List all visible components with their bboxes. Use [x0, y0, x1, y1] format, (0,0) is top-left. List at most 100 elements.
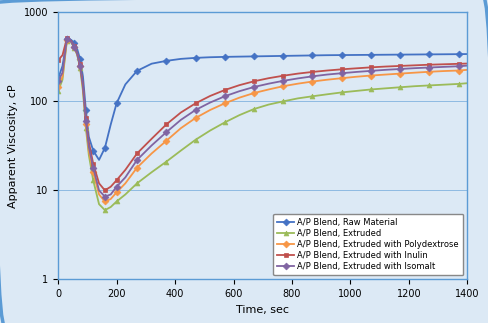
A/P Blend, Extruded with Polydextrose	[108, 197, 114, 201]
A/P Blend, Extruded with Polydextrose	[114, 191, 120, 194]
A/P Blend, Extruded with Inulin	[83, 116, 89, 120]
Line: A/P Blend, Extruded: A/P Blend, Extruded	[56, 38, 470, 213]
A/P Blend, Extruded with Isomalt	[178, 118, 184, 122]
A/P Blend, Extruded with Inulin	[280, 74, 286, 78]
A/P Blend, Raw Material	[441, 52, 447, 56]
A/P Blend, Extruded	[280, 99, 286, 103]
A/P Blend, Extruded with Isomalt	[427, 66, 432, 69]
A/P Blend, Extruded	[353, 89, 359, 93]
A/P Blend, Extruded with Inulin	[77, 62, 83, 66]
A/P Blend, Extruded with Isomalt	[134, 158, 140, 162]
A/P Blend, Extruded	[71, 46, 77, 50]
A/P Blend, Extruded with Isomalt	[383, 68, 388, 72]
A/P Blend, Extruded	[207, 129, 213, 132]
A/P Blend, Extruded with Polydextrose	[71, 45, 77, 49]
Legend: A/P Blend, Raw Material, A/P Blend, Extruded, A/P Blend, Extruded with Polydextr: A/P Blend, Raw Material, A/P Blend, Extr…	[273, 214, 463, 275]
A/P Blend, Extruded with Inulin	[68, 39, 74, 43]
Line: A/P Blend, Extruded with Inulin: A/P Blend, Extruded with Inulin	[56, 36, 470, 193]
A/P Blend, Extruded with Inulin	[309, 70, 315, 74]
A/P Blend, Extruded with Isomalt	[353, 70, 359, 74]
A/P Blend, Extruded with Inulin	[456, 62, 462, 66]
A/P Blend, Raw Material	[427, 52, 432, 56]
A/P Blend, Extruded with Polydextrose	[77, 64, 83, 68]
A/P Blend, Extruded with Polydextrose	[456, 68, 462, 72]
A/P Blend, Extruded	[55, 89, 61, 93]
A/P Blend, Extruded with Isomalt	[280, 79, 286, 83]
A/P Blend, Extruded with Inulin	[353, 67, 359, 70]
A/P Blend, Extruded with Polydextrose	[368, 74, 374, 78]
A/P Blend, Raw Material	[193, 56, 199, 60]
A/P Blend, Raw Material	[149, 62, 155, 66]
A/P Blend, Extruded with Inulin	[86, 140, 92, 144]
A/P Blend, Raw Material	[178, 57, 184, 61]
A/P Blend, Extruded	[178, 149, 184, 152]
A/P Blend, Extruded with Polydextrose	[441, 69, 447, 73]
A/P Blend, Raw Material	[339, 53, 345, 57]
A/P Blend, Extruded with Polydextrose	[83, 122, 89, 126]
A/P Blend, Extruded with Inulin	[102, 188, 108, 192]
A/P Blend, Extruded with Isomalt	[163, 130, 169, 134]
A/P Blend, Extruded with Isomalt	[368, 69, 374, 73]
A/P Blend, Raw Material	[96, 158, 102, 162]
A/P Blend, Extruded	[83, 126, 89, 130]
A/P Blend, Raw Material	[74, 47, 80, 51]
A/P Blend, Extruded with Isomalt	[114, 185, 120, 189]
A/P Blend, Extruded with Isomalt	[102, 195, 108, 199]
A/P Blend, Raw Material	[295, 54, 301, 57]
A/P Blend, Extruded	[90, 178, 96, 182]
A/P Blend, Extruded with Inulin	[397, 64, 403, 68]
A/P Blend, Extruded with Polydextrose	[68, 40, 74, 44]
A/P Blend, Extruded with Inulin	[441, 62, 447, 66]
A/P Blend, Extruded with Inulin	[251, 79, 257, 83]
A/P Blend, Raw Material	[397, 53, 403, 57]
A/P Blend, Extruded with Polydextrose	[134, 166, 140, 170]
A/P Blend, Extruded	[122, 193, 128, 196]
A/P Blend, Extruded with Polydextrose	[207, 108, 213, 112]
A/P Blend, Extruded with Polydextrose	[383, 73, 388, 77]
A/P Blend, Extruded	[456, 82, 462, 86]
A/P Blend, Raw Material	[163, 59, 169, 63]
A/P Blend, Extruded with Isomalt	[55, 79, 61, 83]
A/P Blend, Extruded	[86, 153, 92, 157]
A/P Blend, Extruded with Polydextrose	[309, 79, 315, 83]
A/P Blend, Extruded with Polydextrose	[149, 151, 155, 155]
A/P Blend, Extruded with Polydextrose	[64, 38, 70, 42]
A/P Blend, Raw Material	[102, 146, 108, 150]
A/P Blend, Extruded with Polydextrose	[122, 182, 128, 185]
A/P Blend, Extruded	[397, 85, 403, 89]
A/P Blend, Extruded with Isomalt	[60, 71, 65, 75]
A/P Blend, Extruded	[441, 83, 447, 87]
A/P Blend, Extruded with Polydextrose	[397, 72, 403, 76]
A/P Blend, Extruded with Polydextrose	[339, 76, 345, 80]
A/P Blend, Extruded	[368, 88, 374, 91]
A/P Blend, Raw Material	[456, 52, 462, 56]
A/P Blend, Raw Material	[71, 41, 77, 45]
A/P Blend, Extruded with Inulin	[74, 51, 80, 55]
A/P Blend, Extruded with Isomalt	[96, 188, 102, 192]
A/P Blend, Extruded with Inulin	[108, 185, 114, 189]
A/P Blend, Extruded with Isomalt	[324, 73, 330, 77]
A/P Blend, Extruded with Inulin	[149, 137, 155, 141]
A/P Blend, Extruded with Isomalt	[193, 108, 199, 112]
A/P Blend, Extruded with Inulin	[80, 82, 86, 86]
A/P Blend, Extruded with Isomalt	[237, 89, 243, 93]
Y-axis label: Apparent Viscosity, cP: Apparent Viscosity, cP	[8, 84, 19, 208]
A/P Blend, Extruded with Isomalt	[71, 45, 77, 49]
A/P Blend, Raw Material	[222, 55, 228, 59]
A/P Blend, Raw Material	[207, 55, 213, 59]
A/P Blend, Extruded	[237, 113, 243, 117]
A/P Blend, Extruded with Inulin	[96, 182, 102, 185]
A/P Blend, Extruded	[465, 81, 470, 85]
A/P Blend, Extruded with Isomalt	[456, 64, 462, 68]
A/P Blend, Raw Material	[383, 53, 388, 57]
Line: A/P Blend, Extruded with Polydextrose: A/P Blend, Extruded with Polydextrose	[56, 37, 470, 204]
A/P Blend, Extruded with Polydextrose	[222, 101, 228, 105]
A/P Blend, Extruded with Isomalt	[251, 85, 257, 89]
A/P Blend, Extruded with Inulin	[324, 68, 330, 72]
A/P Blend, Extruded	[60, 78, 65, 82]
A/P Blend, Raw Material	[134, 69, 140, 73]
A/P Blend, Raw Material	[77, 57, 83, 61]
A/P Blend, Raw Material	[60, 64, 65, 68]
A/P Blend, Raw Material	[90, 149, 96, 152]
A/P Blend, Extruded with Polydextrose	[324, 78, 330, 82]
